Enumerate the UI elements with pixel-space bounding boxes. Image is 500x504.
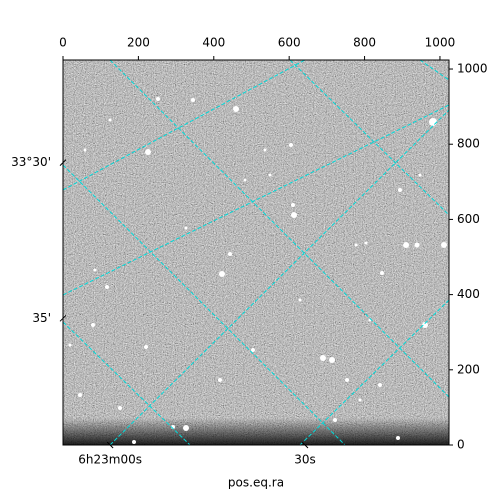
world-grid — [63, 60, 449, 445]
world-grid-line — [109, 60, 449, 398]
y-tick-label: 200 — [457, 362, 480, 376]
world-grid-line — [63, 164, 346, 445]
star — [108, 118, 112, 122]
star — [184, 226, 188, 230]
star — [132, 440, 136, 444]
star — [289, 143, 293, 147]
ra-tick-label: 30s — [294, 453, 316, 467]
star — [156, 97, 160, 101]
star — [380, 271, 384, 275]
y-tick-label: 800 — [457, 137, 480, 151]
star — [78, 393, 82, 397]
dec-tick-label: 33°30' — [11, 155, 51, 169]
star — [396, 436, 400, 440]
x-tick-label: 600 — [278, 36, 301, 50]
star — [191, 98, 195, 102]
stars — [68, 97, 447, 444]
star — [144, 345, 148, 349]
dec-tick — [59, 159, 67, 166]
world-grid-line — [289, 60, 449, 216]
x-tick-label: 1000 — [425, 36, 456, 50]
star — [333, 418, 337, 422]
ra-tick-label: 6h23m00s — [78, 453, 142, 467]
star — [83, 148, 87, 152]
star — [291, 212, 297, 218]
ra-tick — [301, 441, 309, 449]
x-tick-label: 0 — [59, 36, 67, 50]
star — [429, 118, 437, 126]
star — [263, 148, 267, 152]
x-tick-label: 800 — [353, 36, 376, 50]
world-grid-line — [63, 321, 191, 445]
star — [228, 252, 232, 256]
star — [329, 357, 335, 363]
star — [403, 242, 409, 248]
star — [233, 106, 239, 112]
star — [320, 355, 326, 361]
star — [91, 323, 95, 327]
star — [219, 271, 225, 277]
star — [378, 383, 382, 387]
star — [398, 188, 402, 192]
star — [145, 149, 151, 155]
star — [218, 378, 222, 382]
star — [68, 343, 72, 347]
image-edge — [63, 60, 449, 445]
x-tick-label: 200 — [127, 36, 150, 50]
star — [422, 322, 428, 328]
star — [345, 378, 349, 382]
y-tick-label: 600 — [457, 212, 480, 226]
star — [243, 178, 247, 182]
y-tick-label: 400 — [457, 287, 480, 301]
dec-tick — [59, 314, 67, 322]
star — [183, 425, 189, 431]
star — [358, 398, 362, 402]
star — [414, 242, 420, 248]
world-grid-line — [63, 60, 306, 191]
star — [105, 285, 109, 289]
x-axis-label: pos.eq.ra — [228, 476, 284, 490]
dec-tick-label: 35' — [32, 311, 51, 325]
frame — [62, 59, 450, 446]
star — [291, 203, 295, 207]
star — [268, 173, 272, 177]
star — [251, 348, 255, 352]
y-tick-label: 1000 — [457, 62, 488, 76]
x-tick-label: 400 — [202, 36, 225, 50]
star — [118, 406, 122, 410]
image — [63, 60, 449, 445]
world-grid-line — [299, 299, 449, 445]
star — [364, 241, 368, 245]
star — [441, 242, 447, 248]
star — [93, 268, 97, 272]
world-grid-line — [109, 109, 449, 445]
ra-tick — [106, 441, 114, 449]
star — [298, 298, 302, 302]
star — [354, 243, 358, 247]
y-tick-label: 0 — [457, 438, 465, 452]
star — [418, 173, 422, 177]
